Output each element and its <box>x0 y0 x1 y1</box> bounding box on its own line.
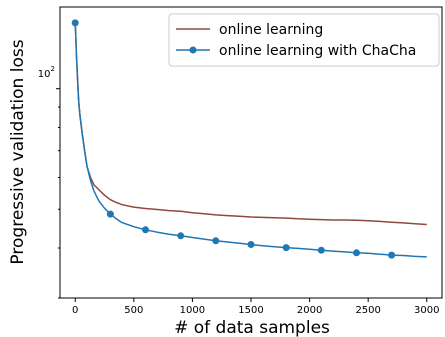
x-tick-label: 1500 <box>238 305 263 316</box>
x-tick-label: 0 <box>72 305 78 316</box>
x-tick-label: 500 <box>124 305 143 316</box>
series-marker-1 <box>212 237 220 245</box>
x-axis-label: # of data samples <box>174 318 330 337</box>
y-major-tick-label: 102 <box>38 65 55 80</box>
series-marker-1 <box>71 19 79 27</box>
plot-lines <box>74 22 427 258</box>
y-axis-label: Progressive validation loss <box>8 39 28 264</box>
y-axis-ticks <box>56 88 60 299</box>
series-marker-1 <box>106 210 114 218</box>
x-tick-label: 2000 <box>297 305 322 316</box>
y-major-tick-exponent: 2 <box>51 65 55 73</box>
series-marker-1 <box>247 241 255 248</box>
legend-label-online-learning: online learning <box>219 22 323 38</box>
legend-box <box>168 13 440 67</box>
x-tick-label: 1000 <box>180 305 205 316</box>
x-tick-label: 3000 <box>414 305 439 316</box>
x-tick-label: 2500 <box>355 305 380 316</box>
series-marker-1 <box>142 226 149 234</box>
series-marker-1 <box>353 249 360 257</box>
x-axis-ticks: 0 500 1000 1500 2000 2500 3000 <box>72 298 439 316</box>
legend-marker-chacha <box>189 46 197 54</box>
series-marker-1 <box>282 244 290 252</box>
series-marker-1 <box>177 232 185 240</box>
y-major-tick-base: 10 <box>38 69 51 80</box>
plot-markers <box>71 19 396 259</box>
series-marker-1 <box>317 246 325 254</box>
series-line-1 <box>74 22 427 258</box>
legend-label-chacha: online learning with ChaCha <box>219 43 416 59</box>
legend: online learning online learning with Cha… <box>168 13 440 67</box>
series-marker-1 <box>388 251 396 259</box>
